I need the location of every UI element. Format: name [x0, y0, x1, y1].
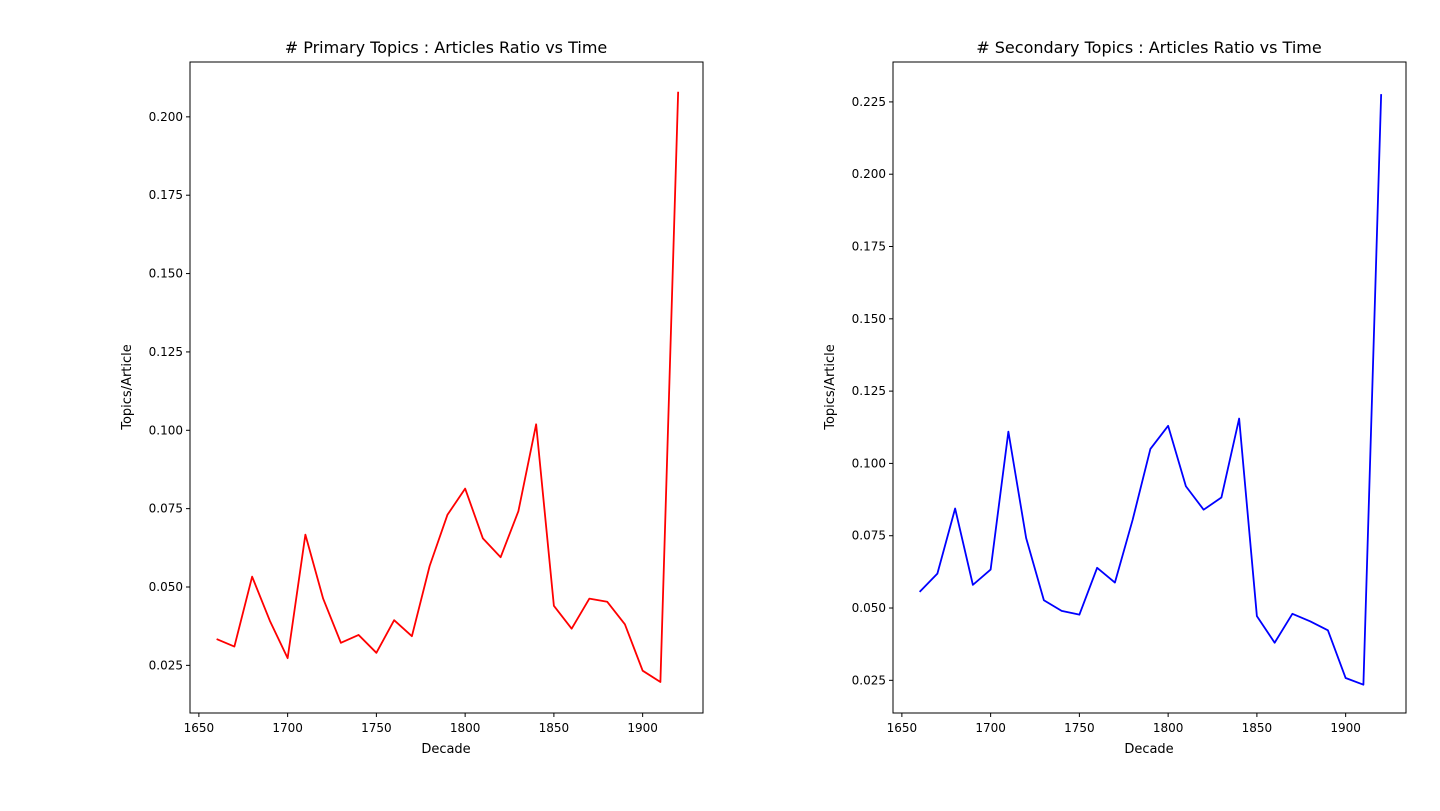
y-tick-label: 0.025	[149, 658, 183, 672]
y-tick-label: 0.175	[149, 188, 183, 202]
y-tick-label: 0.200	[852, 167, 886, 181]
y-tick-label: 0.075	[149, 502, 183, 516]
x-tick-label: 1700	[272, 721, 303, 735]
x-tick-label: 1800	[450, 721, 481, 735]
chart-marks: 1650 1700 1750 1800 1850 1900 0.025 0.050 0.075 0…	[852, 61, 1407, 735]
y-tick-label: 0.225	[852, 95, 886, 109]
y-tick-label: 0.150	[852, 312, 886, 326]
y-tick-label: 0.125	[149, 345, 183, 359]
y-tick-label: 0.100	[149, 423, 183, 437]
x-tick-label: 1900	[1330, 721, 1361, 735]
y-tick-label: 0.125	[852, 384, 886, 398]
chart-title: # Primary Topics : Articles Ratio vs Tim…	[285, 38, 608, 57]
x-tick-label: 1650	[887, 721, 918, 735]
x-tick-label: 1850	[1242, 721, 1273, 735]
secondary-topics-chart: # Secondary Topics : Articles Ratio vs T…	[823, 38, 1407, 757]
series-line	[216, 91, 680, 683]
y-tick-label: 0.075	[852, 529, 886, 543]
y-axis-label: Topics/Article	[823, 344, 838, 431]
y-tick-label: 0.150	[149, 267, 183, 281]
x-tick-label: 1700	[975, 721, 1006, 735]
y-tick-label: 0.100	[852, 456, 886, 470]
x-tick-label: 1800	[1153, 721, 1184, 735]
y-axis-label: Topics/Article	[120, 344, 135, 431]
y-tick-label: 0.050	[149, 580, 183, 594]
y-tick-label: 0.175	[852, 240, 886, 254]
chart-marks: 1650 1700 1750 1800 1850 1900 0.025 0.050 0.075 0…	[149, 61, 704, 735]
y-tick-label: 0.025	[852, 673, 886, 687]
plot-frame	[892, 61, 1407, 714]
plot-frame	[189, 61, 704, 714]
primary-topics-chart: # Primary Topics : Articles Ratio vs Tim…	[120, 38, 704, 757]
x-axis-label: Decade	[1124, 742, 1173, 757]
x-tick-label: 1650	[184, 721, 215, 735]
y-tick-label: 0.050	[852, 601, 886, 615]
series-line	[918, 94, 1383, 686]
x-axis-label: Decade	[421, 742, 470, 757]
x-tick-label: 1850	[539, 721, 570, 735]
x-tick-label: 1750	[361, 721, 392, 735]
y-tick-label: 0.200	[149, 110, 183, 124]
x-tick-label: 1750	[1064, 721, 1095, 735]
chart-title: # Secondary Topics : Articles Ratio vs T…	[976, 38, 1321, 57]
x-tick-label: 1900	[627, 721, 658, 735]
